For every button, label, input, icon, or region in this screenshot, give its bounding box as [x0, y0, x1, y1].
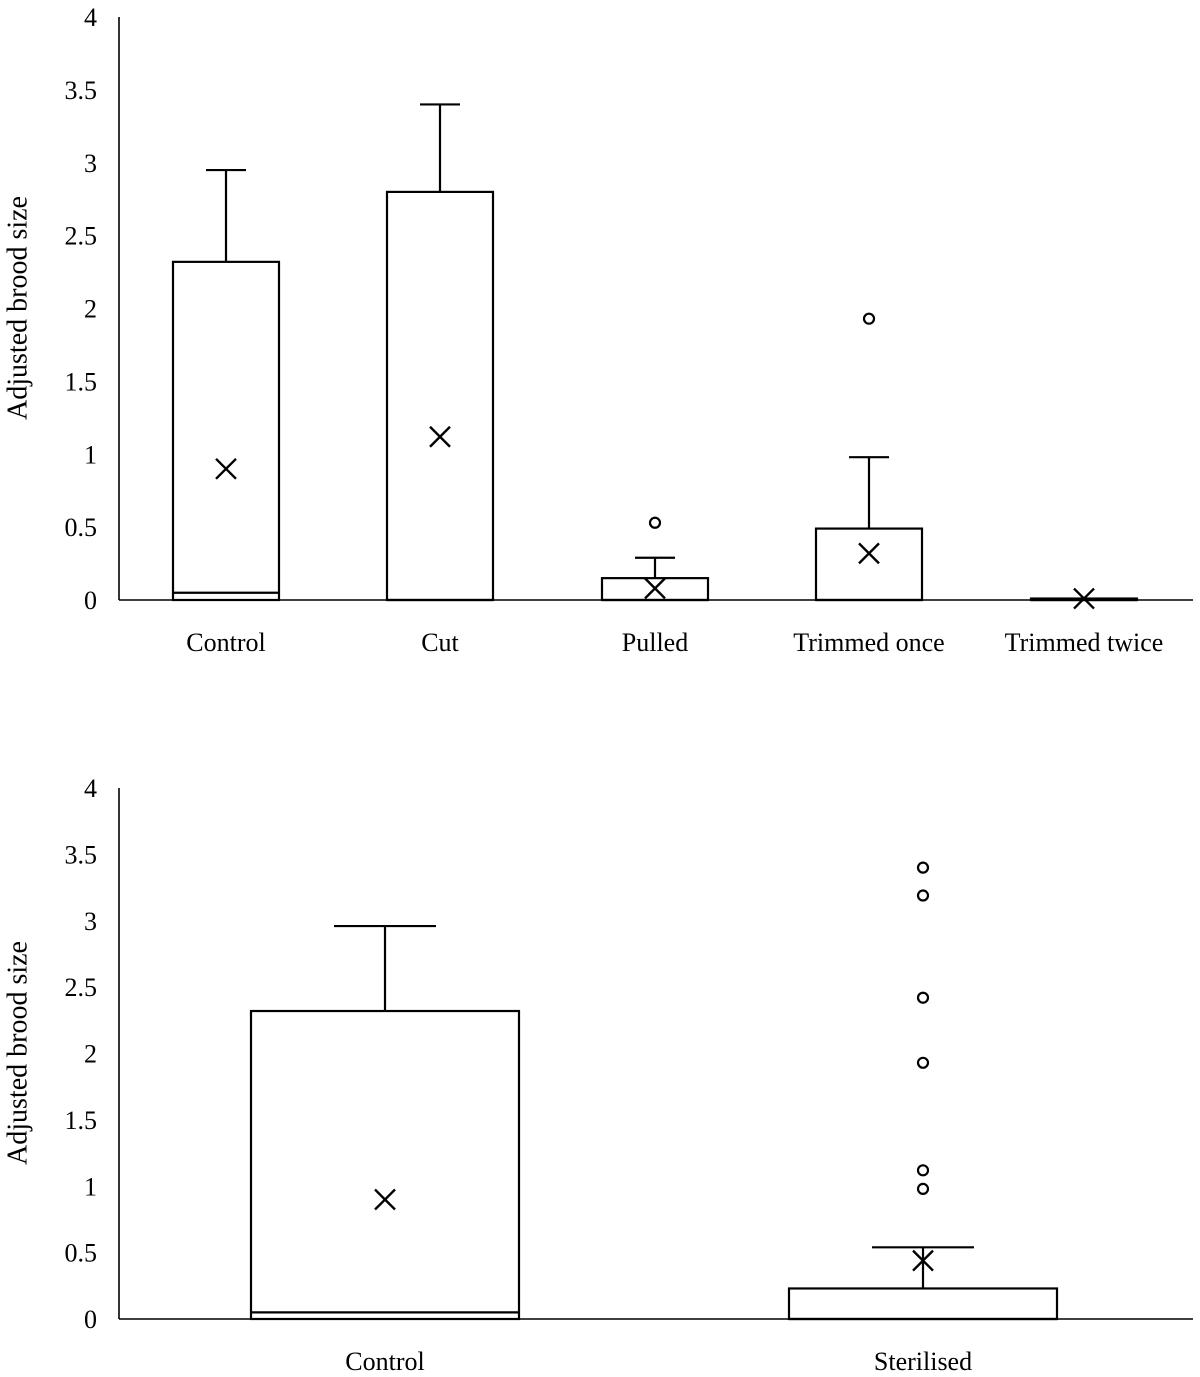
mean-marker	[858, 542, 880, 565]
y-tick-label: 0.5	[65, 513, 98, 542]
box-group	[385, 103, 495, 602]
outlier-point	[916, 889, 930, 902]
y-tick-label: 0.5	[65, 1239, 98, 1268]
x-category-label: Trimmed twice	[1005, 628, 1164, 657]
y-tick-label: 3.5	[65, 76, 98, 105]
x-category-label: Trimmed once	[793, 628, 944, 657]
mean-marker-stroke	[644, 577, 666, 600]
box-group	[814, 312, 924, 602]
y-axis-title: Adjusted brood size	[2, 196, 33, 420]
y-tick-label: 3	[84, 907, 97, 936]
y-tick-label: 1	[84, 440, 97, 469]
panel-bottom: 0 0.5 1 1.5 2 2.5 3 3.5 4 Adjusted brood size Cont…	[2, 774, 1193, 1376]
x-category-label: Pulled	[622, 628, 688, 657]
outlier-point	[916, 991, 930, 1004]
y-axis-title: Adjusted brood size	[2, 941, 33, 1165]
x-category-label: Cut	[421, 628, 459, 657]
y-tick-label: 2	[84, 295, 97, 324]
outlier-point	[916, 861, 930, 874]
box-group	[600, 516, 710, 602]
y-tick-label: 2	[84, 1040, 97, 1069]
y-tick-label: 3.5	[65, 840, 98, 869]
mean-marker	[429, 425, 451, 448]
mean-marker-stroke	[374, 1188, 396, 1211]
mean-marker-stroke	[858, 542, 880, 565]
y-tick-label: 0	[84, 1305, 97, 1334]
mean-marker-stroke	[429, 425, 451, 448]
y-tick-label: 1	[84, 1172, 97, 1201]
x-category-label: Control	[186, 628, 265, 657]
x-category-label: Sterilised	[874, 1347, 972, 1376]
y-tick-label: 4	[84, 774, 97, 803]
y-tick-label: 0	[84, 586, 97, 615]
outlier-point	[916, 1056, 930, 1069]
box-rect	[249, 1009, 521, 1321]
outlier-point	[648, 516, 662, 529]
mean-marker	[912, 1249, 934, 1272]
y-tick-label: 3	[84, 149, 97, 178]
box-rect	[385, 190, 495, 602]
box-rect	[814, 527, 924, 602]
mean-marker	[215, 457, 237, 480]
y-tick-label: 1.5	[65, 1106, 98, 1135]
mean-marker	[644, 577, 666, 600]
x-category-label: Control	[345, 1347, 424, 1376]
outlier-point	[862, 312, 876, 325]
outlier-point	[916, 1182, 930, 1196]
mean-marker-stroke	[215, 457, 237, 480]
box-rect	[787, 1287, 1059, 1321]
box-group	[171, 168, 281, 602]
panel-top: 0 0.5 1 1.5 2 2.5 3 3.5 4 Adjusted brood size Cont…	[2, 3, 1193, 657]
y-tick-label: 2.5	[65, 973, 98, 1002]
box-group	[249, 924, 521, 1321]
box-group	[787, 861, 1059, 1321]
mean-marker	[1073, 587, 1095, 610]
y-tick-label: 1.5	[65, 367, 98, 396]
y-tick-label: 2.5	[65, 222, 98, 251]
mean-marker-stroke	[1073, 587, 1095, 610]
outlier-point	[916, 1164, 930, 1177]
mean-marker-stroke	[912, 1249, 934, 1272]
box-rect	[171, 260, 281, 602]
mean-marker	[374, 1188, 396, 1211]
y-tick-label: 4	[84, 3, 97, 32]
box-group	[1029, 587, 1139, 610]
